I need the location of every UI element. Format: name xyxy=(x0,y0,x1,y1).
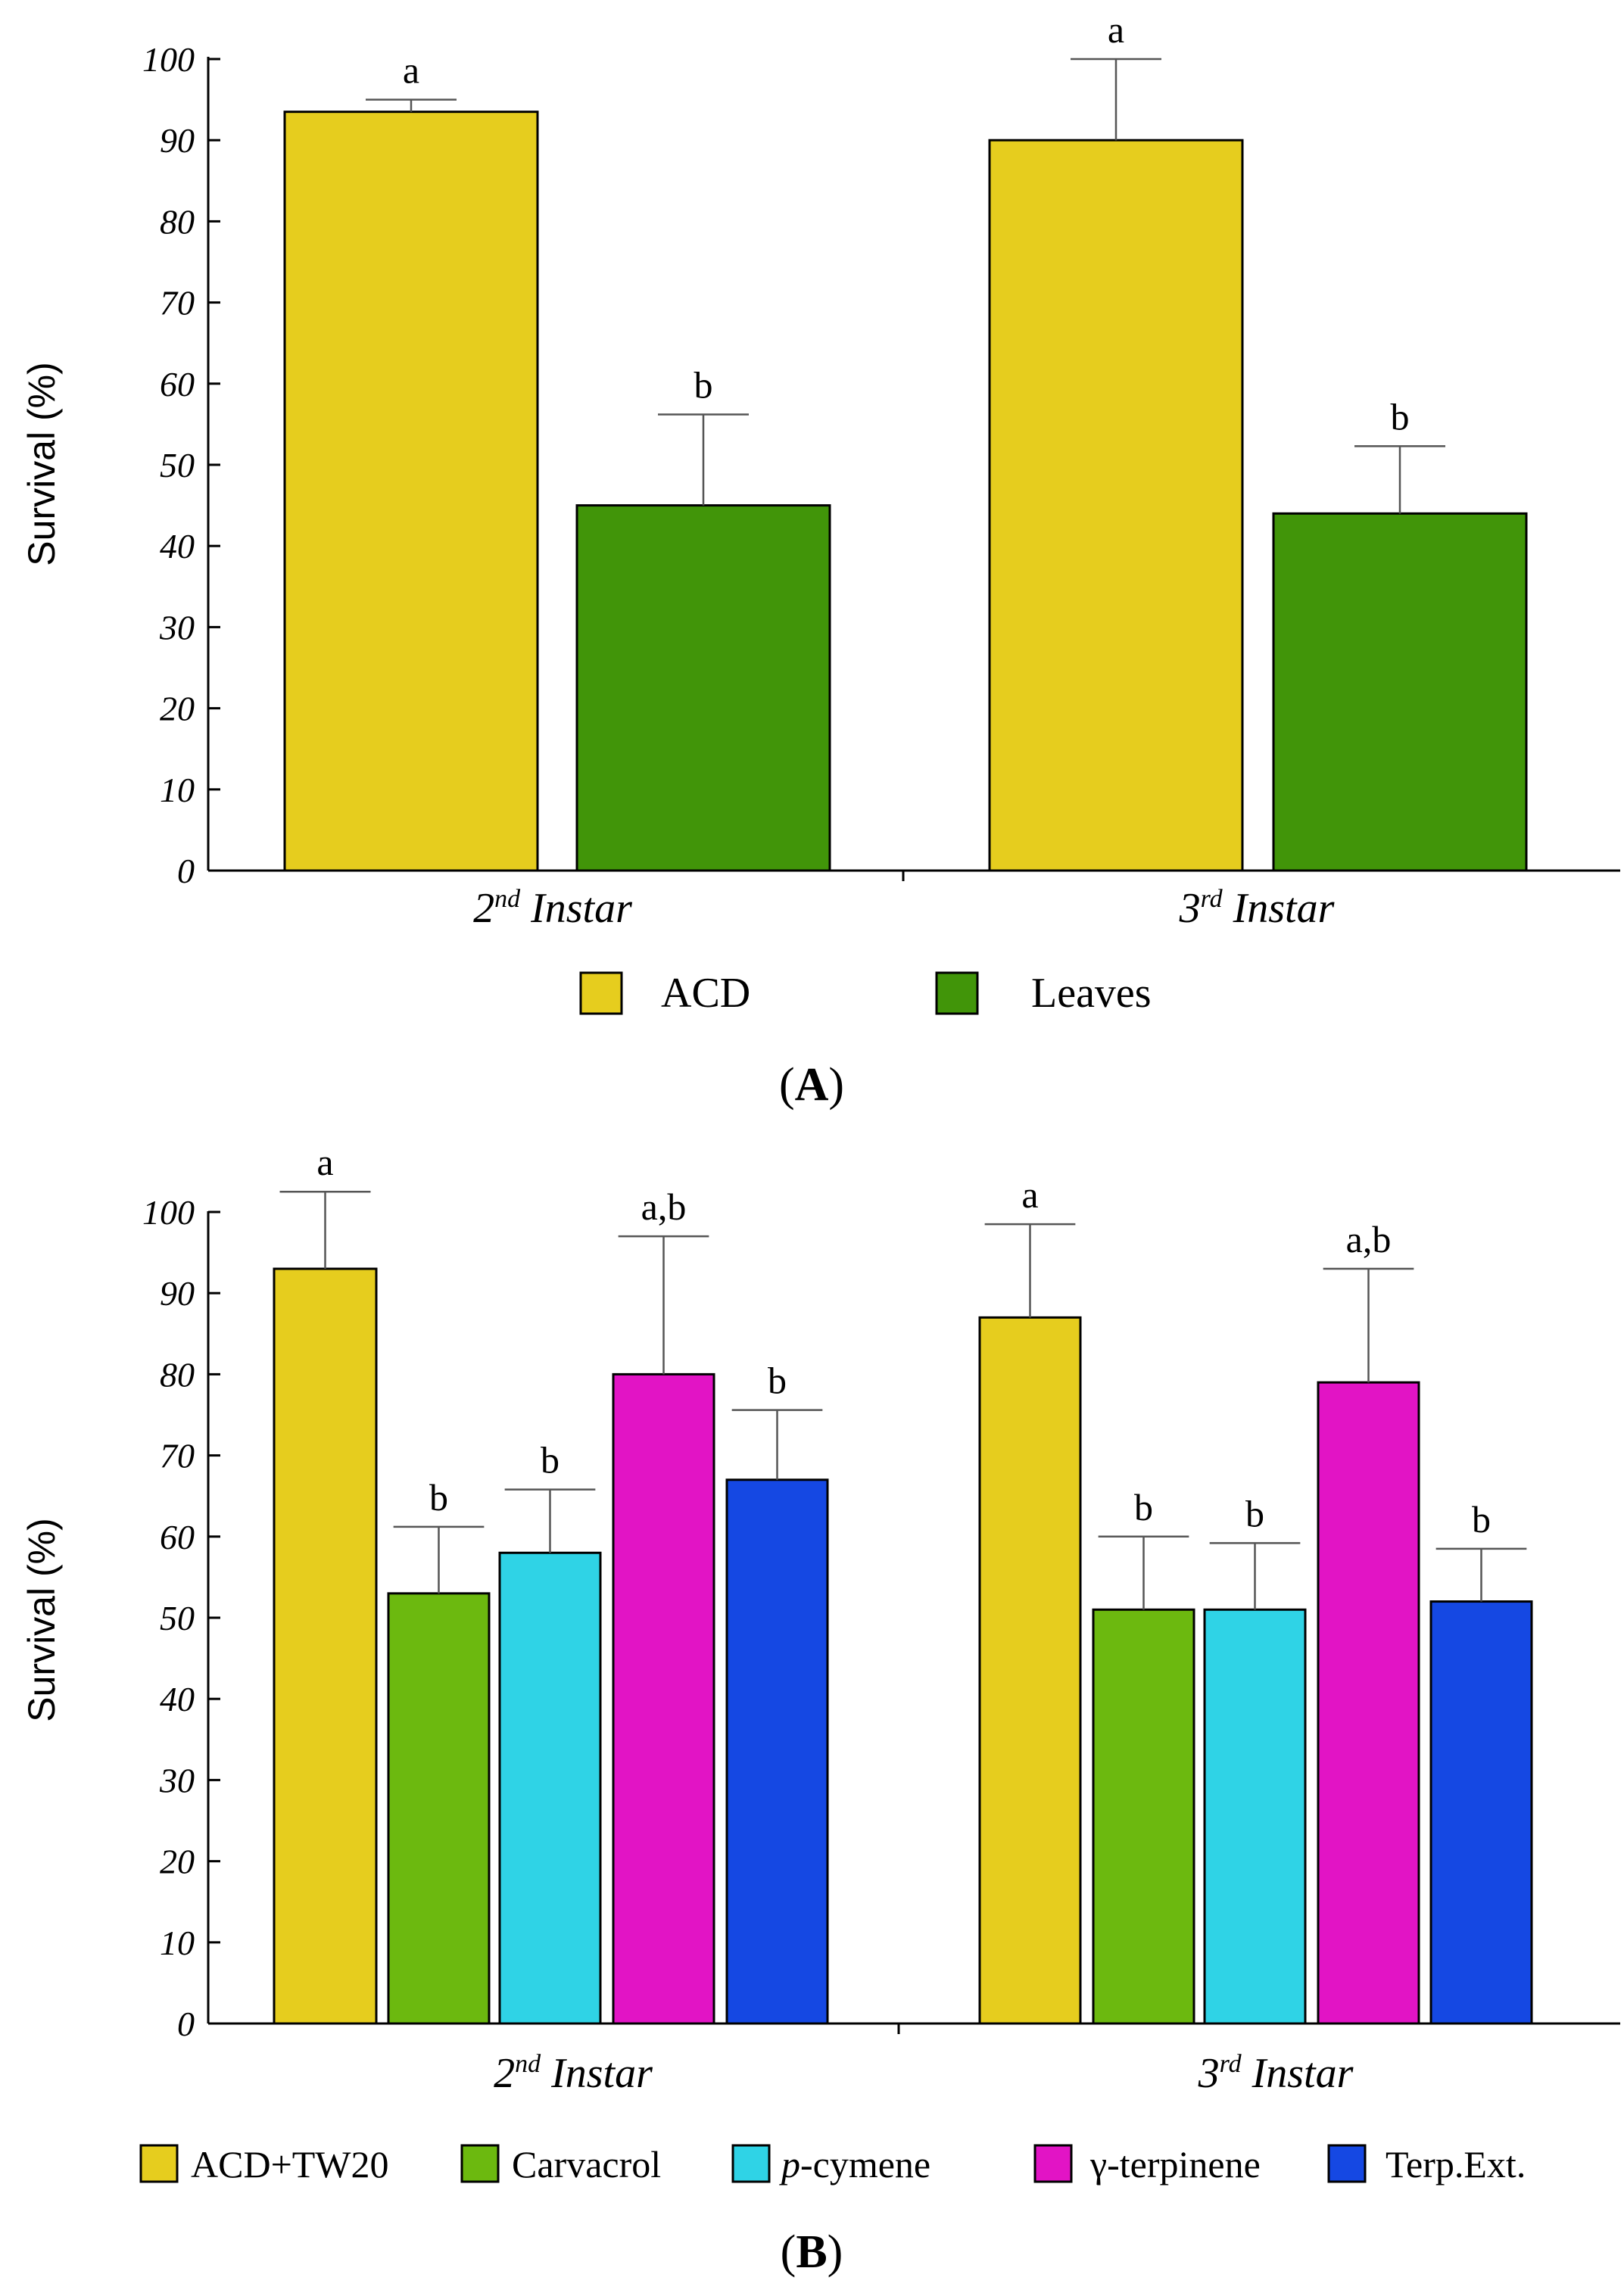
bar-ACD-0 xyxy=(283,111,539,872)
bar-Leaves-0 xyxy=(575,504,831,872)
x-category-label: 2nd Instar xyxy=(494,2050,653,2097)
y-tick-label: 90 xyxy=(160,121,195,160)
y-tick-label: 100 xyxy=(142,40,195,79)
x-category-label: 2nd Instar xyxy=(473,885,632,932)
y-tick-label: 80 xyxy=(160,202,195,241)
significance-letter: b xyxy=(1472,1498,1491,1541)
y-axis-title: Survival (%) xyxy=(20,362,63,565)
y-tick-label: 50 xyxy=(160,446,195,484)
legend-label-Carvacrol: Carvacrol xyxy=(512,2143,661,2186)
y-tick-label: 40 xyxy=(160,527,195,565)
bar-ACD+TW20-1 xyxy=(978,1316,1082,2025)
x-category-label: 3rd Instar xyxy=(1179,885,1335,932)
y-tick-label: 40 xyxy=(160,1680,195,1718)
legend: ACD Leaves xyxy=(579,970,1152,1017)
y-tick-label: 20 xyxy=(160,690,195,728)
significance-letter: a xyxy=(316,1141,333,1183)
significance-letter: b xyxy=(429,1476,448,1519)
legend-swatch-ACD xyxy=(579,971,623,1015)
significance-letter: a,b xyxy=(641,1185,687,1228)
y-axis-title: Survival (%) xyxy=(20,1518,63,1721)
legend-label-Leaves: Leaves xyxy=(1031,970,1152,1017)
y-tick-label: 90 xyxy=(160,1274,195,1313)
bar-p-cymene-1 xyxy=(1203,1608,1307,2025)
bar-ACD+TW20-0 xyxy=(273,1267,378,2025)
y-tick-label: 10 xyxy=(160,771,195,809)
significance-letter: b xyxy=(1391,395,1410,438)
bar-ACD-1 xyxy=(988,139,1244,872)
panel-a: 0 10 20 30 40 50 60 70 80 90 100 Survival (%) a b 2nd … xyxy=(20,8,1620,1111)
legend-label-γ-terpinene: γ-terpinene xyxy=(1089,2143,1261,2186)
y-tick-label: 30 xyxy=(159,1761,195,1799)
y-tick-label: 0 xyxy=(177,852,195,890)
bar-Terp.Ext.-0 xyxy=(725,1478,829,2025)
panel-label: (B) xyxy=(781,2226,843,2278)
legend-swatch-γ-terpinene xyxy=(1033,2144,1073,2183)
y-tick-label: 60 xyxy=(160,1518,195,1556)
significance-letter: a,b xyxy=(1346,1218,1392,1260)
legend: ACD+TW20 Carvacrol p-cymene γ-terpinene Terp… xyxy=(139,2143,1526,2186)
bar-Carvacrol-1 xyxy=(1092,1608,1195,2025)
legend-label-p-cymene: p-cymene xyxy=(779,2143,930,2186)
bar-Carvacrol-0 xyxy=(387,1592,491,2025)
legend-swatch-ACD+TW20 xyxy=(139,2144,179,2183)
legend-label-Terp.Ext.: Terp.Ext. xyxy=(1386,2143,1526,2186)
y-tick-label: 30 xyxy=(159,608,195,646)
y-tick-label: 70 xyxy=(160,284,195,322)
bar-Terp.Ext.-1 xyxy=(1429,1600,1533,2025)
significance-letter: a xyxy=(1108,8,1124,51)
legend-label-ACD: ACD xyxy=(661,970,750,1017)
y-tick-label: 10 xyxy=(160,1924,195,1962)
y-tick-label: 0 xyxy=(177,2005,195,2043)
significance-letter: b xyxy=(1134,1486,1153,1528)
significance-letter: a xyxy=(403,49,419,92)
y-tick-label: 20 xyxy=(160,1843,195,1881)
significance-letter: b xyxy=(768,1360,787,1402)
significance-letter: b xyxy=(541,1439,560,1481)
y-tick-label: 80 xyxy=(160,1355,195,1394)
bar-γ-terpinene-0 xyxy=(612,1372,715,2025)
panel-label: (A) xyxy=(779,1059,844,1111)
significance-letter: b xyxy=(694,364,713,407)
panel-b: 0 10 20 30 40 50 60 70 80 90 100 Survival (%) a b b a,b… xyxy=(20,1141,1620,2278)
x-category-label: 3rd Instar xyxy=(1198,2050,1354,2097)
bar-γ-terpinene-1 xyxy=(1317,1381,1420,2025)
y-tick-label: 60 xyxy=(160,365,195,403)
legend-swatch-p-cymene xyxy=(731,2144,771,2183)
bar-Leaves-1 xyxy=(1272,512,1528,872)
y-tick-label: 50 xyxy=(160,1599,195,1637)
y-tick-label: 100 xyxy=(142,1193,195,1232)
legend-swatch-Carvacrol xyxy=(460,2144,500,2183)
significance-letter: b xyxy=(1245,1492,1264,1534)
bar-p-cymene-0 xyxy=(498,1551,602,2025)
legend-label-ACD+TW20: ACD+TW20 xyxy=(191,2143,389,2186)
significance-letter: a xyxy=(1021,1173,1038,1216)
y-tick-label: 70 xyxy=(160,1437,195,1475)
legend-swatch-Leaves xyxy=(935,971,979,1015)
legend-swatch-Terp.Ext. xyxy=(1327,2144,1367,2183)
